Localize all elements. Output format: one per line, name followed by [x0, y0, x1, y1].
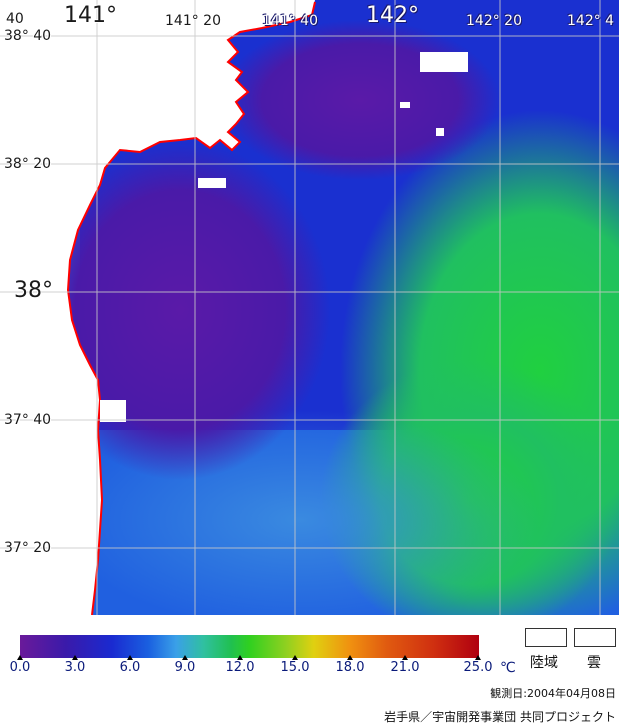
- lon-label-14120: 141° 20: [165, 13, 221, 29]
- credit-line: 岩手県／宇宙開発事業団 共同プロジェクト: [384, 710, 616, 724]
- tick-label: 3.0: [64, 660, 86, 675]
- lat-label-3820: 38° 20: [4, 156, 52, 172]
- lon-label-14140: 141° 40: [262, 13, 318, 29]
- tick-mark: [72, 655, 78, 660]
- tick-label: 6.0: [119, 660, 141, 675]
- tick-label: 9.0: [174, 660, 196, 675]
- tick-mark: [402, 655, 408, 660]
- cloud-patch: [400, 102, 410, 108]
- tick-label: 12.0: [225, 660, 255, 675]
- lon-label-141: 141°: [64, 3, 117, 28]
- land-swatch-label: 陸域: [530, 655, 558, 671]
- cloud-swatch-label: 雲: [587, 655, 601, 671]
- temperature-unit: ℃: [500, 660, 516, 676]
- lat-label-3720: 37° 20: [4, 540, 52, 556]
- graticule: [0, 0, 619, 615]
- lon-label-142: 142°: [366, 3, 419, 28]
- color-scale-bar: [20, 635, 479, 658]
- cold-water-coast: [30, 140, 330, 480]
- tick-mark: [127, 655, 133, 660]
- legend: 0.0 3.0 6.0 9.0 12.0 15.0 18.0 21.0 25.0…: [0, 615, 619, 725]
- cold-water-north: [220, 20, 500, 180]
- tick-mark: [347, 655, 353, 660]
- tick-label: 18.0: [335, 660, 365, 675]
- lon-label-14240: 142° 4: [567, 13, 615, 29]
- tick-mark: [17, 655, 23, 660]
- tick-mark: [182, 655, 188, 660]
- tick-mark: [237, 655, 243, 660]
- lat-label-38: 38°: [14, 278, 53, 303]
- tick-label: 25.0: [463, 660, 493, 675]
- cloud-patch: [198, 178, 226, 188]
- lon-label-14220: 142° 20: [466, 13, 522, 29]
- tick-mark: [292, 655, 298, 660]
- tick-label: 0.0: [9, 660, 31, 675]
- cloud-patch: [436, 128, 444, 136]
- map-svg: [0, 0, 619, 615]
- land-swatch: [525, 628, 567, 647]
- lat-label-3840: 38° 40: [4, 28, 52, 44]
- observation-date: 観測日:2004年04月08日: [490, 687, 616, 700]
- cloud-swatch: [574, 628, 616, 647]
- cloud-patch: [100, 400, 126, 422]
- tick-label: 21.0: [390, 660, 420, 675]
- cloud-patch: [420, 52, 468, 72]
- land-area: [0, 0, 315, 615]
- coastline: [66, 1, 316, 615]
- tick-label: 15.0: [280, 660, 310, 675]
- lat-label-3740: 37° 40: [4, 412, 52, 428]
- corner-label: 40: [6, 11, 24, 27]
- sea-surface-temperature-map: 40 38° 40 38° 20 38° 37° 40 37° 20 141° …: [0, 0, 619, 615]
- tick-mark: [475, 655, 481, 660]
